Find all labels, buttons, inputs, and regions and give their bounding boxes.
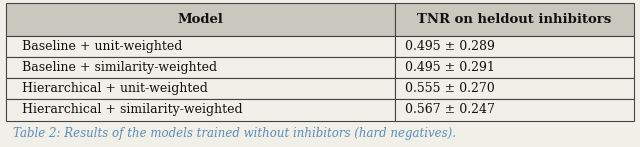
Text: Table 2: Results of the models trained without inhibitors (hard negatives).: Table 2: Results of the models trained w… (13, 127, 456, 140)
